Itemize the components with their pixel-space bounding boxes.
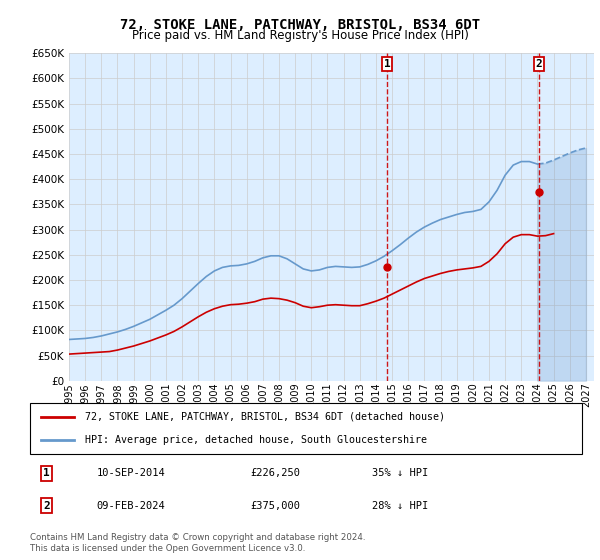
Text: 1: 1 — [43, 468, 50, 478]
Text: Contains HM Land Registry data © Crown copyright and database right 2024.
This d: Contains HM Land Registry data © Crown c… — [30, 533, 365, 553]
Text: 2: 2 — [536, 59, 542, 69]
Text: 72, STOKE LANE, PATCHWAY, BRISTOL, BS34 6DT (detached house): 72, STOKE LANE, PATCHWAY, BRISTOL, BS34 … — [85, 412, 445, 422]
Text: 10-SEP-2014: 10-SEP-2014 — [96, 468, 165, 478]
Text: 28% ↓ HPI: 28% ↓ HPI — [372, 501, 428, 511]
FancyBboxPatch shape — [30, 403, 582, 454]
Text: 72, STOKE LANE, PATCHWAY, BRISTOL, BS34 6DT: 72, STOKE LANE, PATCHWAY, BRISTOL, BS34 … — [120, 18, 480, 32]
Text: £226,250: £226,250 — [251, 468, 301, 478]
Text: 1: 1 — [383, 59, 391, 69]
Text: £375,000: £375,000 — [251, 501, 301, 511]
Text: HPI: Average price, detached house, South Gloucestershire: HPI: Average price, detached house, Sout… — [85, 435, 427, 445]
Text: 35% ↓ HPI: 35% ↓ HPI — [372, 468, 428, 478]
Text: 2: 2 — [43, 501, 50, 511]
Text: Price paid vs. HM Land Registry's House Price Index (HPI): Price paid vs. HM Land Registry's House … — [131, 29, 469, 42]
Text: 09-FEB-2024: 09-FEB-2024 — [96, 501, 165, 511]
